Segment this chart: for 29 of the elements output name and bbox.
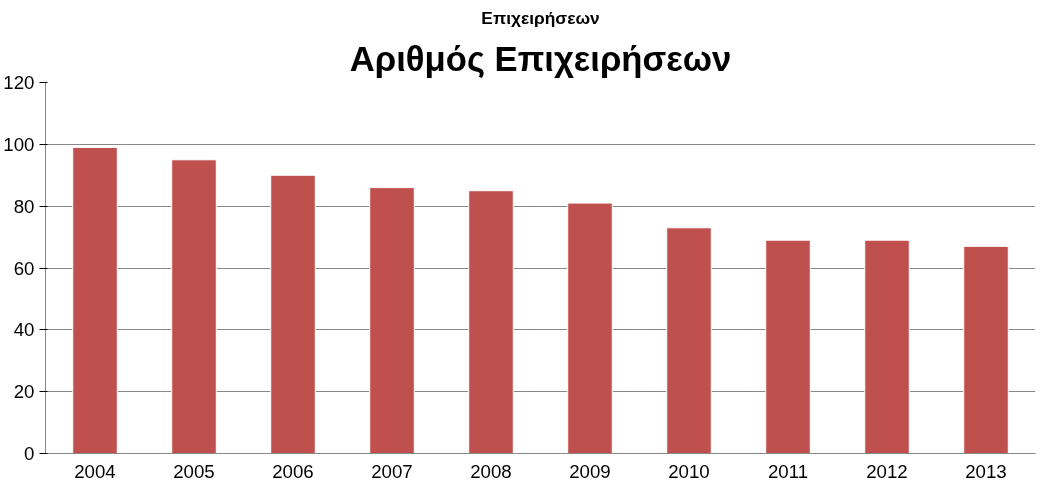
x-tick-label: 2012 (866, 460, 908, 482)
bar (72, 146, 118, 454)
x-tick-label: 2011 (767, 460, 809, 482)
x-tick-label: 2013 (965, 460, 1007, 482)
bar (369, 187, 415, 454)
bar (666, 227, 712, 454)
y-tick-label: 80 (13, 195, 35, 217)
x-tick-label: 2005 (173, 460, 215, 482)
bar (270, 174, 316, 454)
bar (864, 239, 910, 454)
y-tick-label: 100 (3, 133, 35, 155)
x-tick-label: 2004 (74, 460, 116, 482)
x-tick-label: 2006 (272, 460, 314, 482)
bar (171, 159, 217, 454)
chart-title: Αριθμός Επιχειρήσεων (349, 39, 732, 78)
bar (567, 202, 613, 454)
bar (963, 245, 1009, 454)
y-tick-label: 120 (3, 72, 35, 93)
y-tick-label: 20 (13, 381, 35, 403)
x-tick-label: 2010 (668, 460, 710, 482)
text: Επιχειρήσεων (481, 7, 600, 28)
y-tick-label: 0 (24, 443, 35, 464)
x-tick-label: 2009 (569, 460, 611, 482)
bar (468, 190, 514, 454)
x-tick-label: 2008 (470, 460, 512, 482)
x-tick-label: 2007 (371, 460, 413, 482)
bar (765, 239, 811, 454)
y-tick-label: 40 (13, 319, 35, 341)
y-tick-label: 60 (13, 257, 35, 279)
